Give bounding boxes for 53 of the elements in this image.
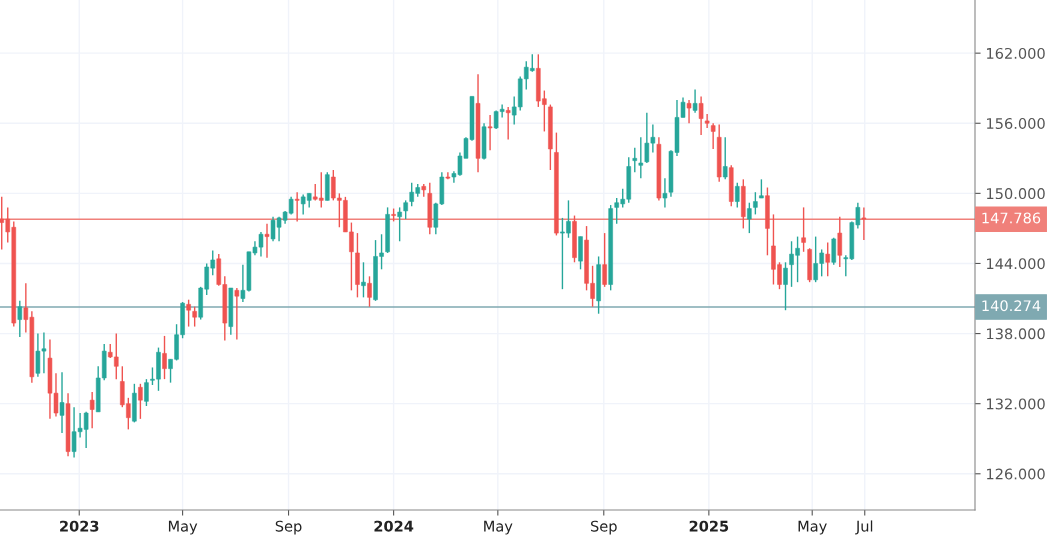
candlestick: [861, 206, 867, 241]
candlestick: [138, 383, 143, 420]
candlestick: [367, 275, 372, 308]
candlestick: [505, 106, 511, 141]
candlestick: [825, 241, 830, 278]
ref-line-label: 147.786: [982, 212, 1041, 224]
candlestick: [602, 232, 607, 288]
x-tick-label: Sep: [590, 520, 617, 535]
y-tick-label: 144.000: [987, 258, 1045, 270]
y-tick-label: 156.000: [987, 117, 1045, 130]
y-tick-label: 150.000: [987, 188, 1045, 200]
candlestick: [186, 298, 191, 328]
candlestick: [801, 206, 806, 253]
candlestick: [632, 147, 638, 174]
candlestick: [831, 237, 837, 266]
candlestick: [294, 191, 300, 223]
y-tick-label: 132.000: [987, 398, 1045, 410]
y-tick-label: 126.000: [987, 468, 1045, 480]
candlestick: [747, 202, 752, 234]
candlestick: [192, 306, 197, 328]
candlestick: [487, 114, 493, 151]
x-tick-label: Jul: [855, 520, 873, 535]
candlestick: [17, 300, 23, 338]
candlestick: [783, 261, 788, 311]
candlestick: [264, 223, 270, 259]
x-tick-label: May: [168, 520, 198, 535]
x-tick-label: 2023: [60, 520, 99, 532]
candlestick: [638, 136, 644, 179]
candlestick: [89, 391, 95, 429]
candlestick: [753, 191, 758, 216]
candlestick: [722, 136, 728, 181]
candlestick: [162, 335, 167, 380]
candlestick: [837, 216, 843, 268]
x-tick-label: 2025: [689, 520, 729, 532]
candlestick: [759, 178, 764, 199]
ref-line-label: 140.274: [982, 300, 1041, 312]
candlestick: [144, 378, 149, 407]
candlestick: [710, 122, 716, 150]
candlestick: [361, 261, 366, 299]
candlestick: [234, 287, 240, 341]
candlestick: [662, 177, 668, 209]
candlestick: [59, 371, 65, 434]
candlestick: [704, 113, 710, 129]
candlestick: [686, 99, 692, 124]
y-tick-label: 138.000: [987, 328, 1045, 340]
x-tick-label: Sep: [275, 520, 302, 535]
y-tick-label: 162.000: [987, 47, 1045, 59]
x-tick-label: May: [484, 520, 513, 535]
candlestick: [698, 95, 704, 136]
candlestick: [692, 88, 698, 114]
x-tick-label: 2024: [374, 520, 414, 532]
x-tick-label: May: [798, 520, 827, 535]
candlestick: [735, 182, 740, 209]
